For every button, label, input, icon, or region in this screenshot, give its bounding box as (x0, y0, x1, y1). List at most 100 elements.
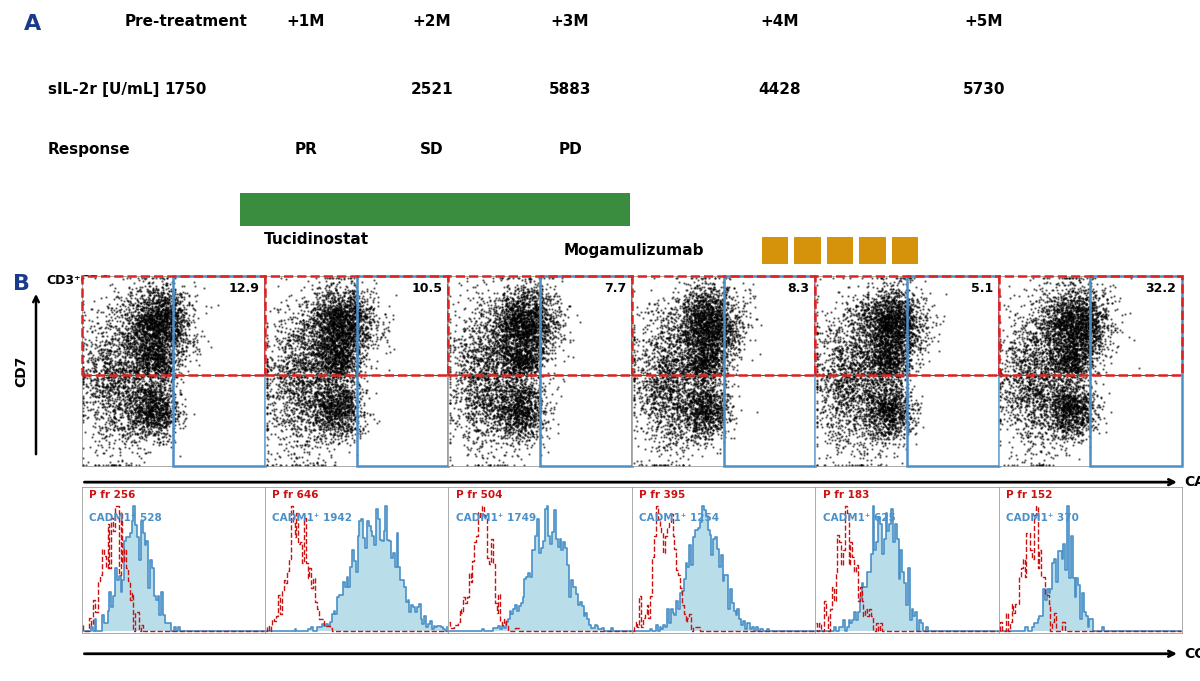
Point (314, 338, 334, 349)
Point (486, 328, 505, 339)
Point (474, 368, 493, 379)
Point (1030, 359, 1049, 370)
Point (359, 332, 378, 343)
Point (131, 393, 150, 404)
Point (128, 373, 148, 384)
Point (326, 284, 346, 295)
Point (445, 342, 464, 353)
Point (292, 409, 311, 419)
Point (330, 331, 349, 342)
Point (690, 404, 709, 415)
Point (143, 352, 162, 363)
Point (880, 313, 899, 324)
Point (509, 330, 528, 340)
Point (511, 292, 530, 303)
Point (875, 433, 894, 444)
Point (512, 410, 532, 421)
Point (335, 392, 354, 402)
Point (514, 344, 533, 355)
Point (162, 300, 181, 311)
Point (132, 384, 151, 395)
Point (1056, 338, 1075, 349)
Point (320, 349, 340, 360)
Point (517, 333, 536, 344)
Point (1068, 308, 1087, 319)
Point (158, 307, 178, 318)
Point (142, 304, 161, 315)
Point (137, 339, 156, 350)
Point (281, 346, 300, 357)
Point (337, 340, 356, 351)
Point (112, 364, 131, 375)
Point (150, 308, 169, 319)
Point (691, 339, 710, 350)
Point (1079, 334, 1098, 345)
Point (714, 329, 733, 340)
Point (689, 366, 708, 377)
Point (658, 368, 677, 379)
Point (328, 307, 347, 318)
Point (1056, 385, 1075, 396)
Point (868, 358, 887, 368)
Point (1051, 302, 1070, 313)
Point (293, 377, 312, 388)
Point (702, 319, 721, 330)
Point (892, 327, 911, 338)
Point (479, 385, 498, 396)
Point (875, 330, 894, 341)
Point (858, 428, 877, 439)
Point (500, 381, 520, 392)
Point (158, 396, 178, 407)
Point (311, 330, 330, 341)
Point (329, 329, 348, 340)
Point (865, 411, 884, 422)
Point (1058, 330, 1078, 340)
Point (1068, 429, 1087, 440)
Point (694, 332, 713, 343)
Point (479, 330, 498, 340)
Point (1045, 309, 1064, 320)
Point (144, 412, 163, 423)
Point (1066, 392, 1085, 403)
Point (139, 321, 158, 332)
Point (524, 387, 544, 398)
Point (341, 310, 360, 321)
Text: +5M: +5M (965, 14, 1003, 29)
Point (678, 402, 697, 413)
Point (521, 274, 540, 285)
Point (341, 291, 360, 302)
Point (1055, 355, 1074, 366)
Point (352, 328, 371, 338)
Point (858, 291, 877, 302)
Point (154, 397, 173, 408)
Point (115, 406, 134, 417)
Point (821, 413, 840, 424)
Point (323, 397, 342, 408)
Point (330, 381, 349, 392)
Point (1072, 315, 1091, 326)
Point (109, 399, 128, 410)
Point (511, 304, 530, 315)
Point (481, 340, 500, 351)
Point (1040, 346, 1060, 357)
Point (887, 402, 906, 413)
Point (274, 355, 293, 366)
Point (133, 338, 152, 349)
Point (331, 334, 350, 345)
Point (1045, 336, 1064, 347)
Point (871, 360, 890, 370)
Point (1024, 437, 1043, 448)
Point (709, 339, 728, 350)
Point (468, 383, 487, 394)
Point (689, 335, 708, 346)
Point (485, 343, 504, 354)
Point (106, 387, 125, 398)
Point (276, 407, 295, 418)
Point (334, 321, 353, 332)
Point (142, 411, 161, 422)
Point (832, 326, 851, 336)
Point (539, 323, 558, 334)
Point (896, 390, 916, 401)
Point (1072, 286, 1091, 297)
Point (488, 308, 508, 319)
